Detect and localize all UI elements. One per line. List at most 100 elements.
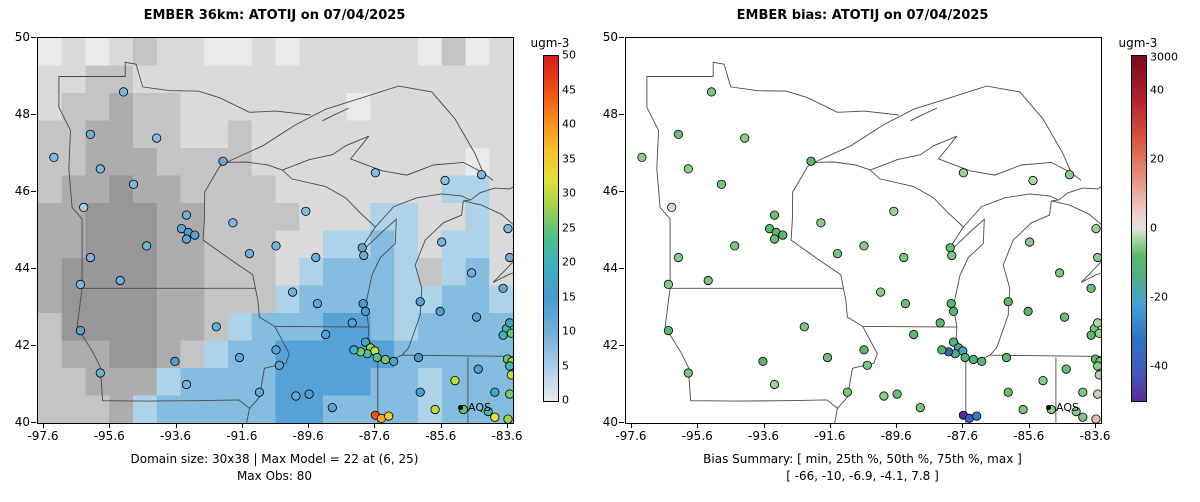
bias-panel-title: EMBER bias: ATOTIJ on 07/04/2025 <box>736 8 989 23</box>
station-dot <box>415 297 425 307</box>
model-raster-layer <box>38 38 513 423</box>
station-dot <box>1061 364 1071 374</box>
y-tick-label: 46 <box>602 184 618 198</box>
colorbar-tick-label: 20 <box>1150 152 1164 165</box>
x-tick-label: -91.6 <box>226 429 258 443</box>
station-dot <box>1023 306 1033 316</box>
station-dot <box>948 306 959 316</box>
y-tick-label: 48 <box>14 107 30 121</box>
y-tick-mark <box>619 422 624 423</box>
y-tick-mark <box>31 114 36 115</box>
y-tick-label: 48 <box>602 107 618 121</box>
bias-stations-layer <box>637 87 1101 423</box>
station-dot <box>75 279 86 289</box>
model-colorbar-title: ugm-3 <box>530 36 570 50</box>
station-dot <box>95 164 105 174</box>
station-dot <box>667 202 677 212</box>
station-dot <box>683 368 693 378</box>
bias-caption-line1: Bias Summary: [ min, 25th %, 50th %, 75t… <box>703 452 1022 466</box>
station-dot <box>471 312 482 322</box>
station-dot <box>909 329 919 340</box>
station-dot <box>935 318 945 328</box>
bias-map <box>637 61 1101 423</box>
station-dot <box>1064 170 1075 180</box>
y-tick-label: 40 <box>14 415 30 429</box>
x-tick-label: -85.6 <box>1013 429 1045 443</box>
station-dot <box>1003 387 1013 397</box>
station-dot <box>380 354 390 365</box>
station-dot <box>716 179 727 189</box>
station-dot <box>1091 224 1101 234</box>
station-dot <box>769 210 780 220</box>
station-dot <box>115 275 125 286</box>
x-tick-label: -95.6 <box>93 429 125 443</box>
station-dot <box>673 129 684 139</box>
y-tick-mark <box>31 37 36 38</box>
y-tick-label: 42 <box>14 338 30 352</box>
aqs-legend: AQS <box>458 401 491 414</box>
x-tick-label: -85.6 <box>425 429 457 443</box>
station-dot <box>1094 328 1101 338</box>
y-tick-label: 44 <box>602 261 618 275</box>
colorbar-tick-label: 25 <box>562 221 576 234</box>
station-dot <box>1093 252 1101 263</box>
aqs-legend-dot-icon <box>1046 405 1051 410</box>
station-dot <box>859 241 869 251</box>
station-dot <box>211 322 221 332</box>
model-plot-area: AQS <box>37 37 514 424</box>
colorbar-tick-label: 15 <box>562 290 576 303</box>
x-tick-label: -87.6 <box>358 429 390 443</box>
model-caption-line2: Max Obs: 80 <box>236 469 313 483</box>
aqs-legend-dot-icon <box>458 405 463 410</box>
station-dot <box>498 283 508 293</box>
station-dot <box>900 298 910 309</box>
station-dot <box>1028 175 1038 186</box>
station-dot <box>832 249 843 259</box>
station-dot <box>389 356 399 366</box>
station-dot <box>304 389 314 399</box>
y-tick-label: 42 <box>602 338 618 352</box>
station-dot <box>879 391 889 401</box>
station-dot <box>312 298 322 309</box>
station-dot <box>490 412 500 422</box>
model-panel: EMBER 36km: ATOTIJ on 07/04/2025 AQS ugm… <box>14 8 576 483</box>
station-dot <box>218 156 228 166</box>
x-tick-label: -97.6 <box>27 429 59 443</box>
station-dot <box>960 352 970 363</box>
colorbar-tick-label: 50 <box>562 48 576 62</box>
bias-plot-area: AQS <box>625 37 1102 424</box>
station-dot <box>234 352 245 363</box>
station-dot <box>1086 330 1096 340</box>
y-tick-mark <box>31 345 36 346</box>
station-dot <box>142 241 152 251</box>
station-dot <box>1078 387 1088 397</box>
station-dot <box>170 356 180 366</box>
model-caption-line1: Domain size: 30x38 | Max Model = 22 at (… <box>130 452 419 466</box>
colorbar-tick-label: -40 <box>1150 359 1168 372</box>
station-dot <box>1093 361 1101 371</box>
x-tick-label: -95.6 <box>681 429 713 443</box>
obs-stations-layer <box>49 87 513 423</box>
station-dot <box>506 328 513 338</box>
station-dot <box>128 179 139 189</box>
station-dot <box>503 224 513 234</box>
station-dot <box>946 298 956 309</box>
station-dot <box>181 379 192 390</box>
station-dot <box>758 356 768 366</box>
station-dot <box>503 414 513 423</box>
y-tick-mark <box>619 37 624 38</box>
station-dot <box>95 368 105 378</box>
colorbar-tick-label: 3000 <box>1150 50 1178 64</box>
colorbar-tick-label: 0 <box>562 393 569 407</box>
station-dot <box>85 252 96 263</box>
colorbar-tick-label: 40 <box>1150 83 1164 96</box>
station-dot <box>673 252 684 263</box>
station-dot <box>945 243 955 253</box>
station-dot <box>816 218 826 228</box>
station-dot <box>359 250 369 261</box>
station-dot <box>663 325 674 336</box>
bias-panel: EMBER bias: ATOTIJ on 07/04/2025 AQS ugm… <box>588 0 1188 502</box>
station-dot <box>683 164 693 174</box>
y-tick-label: 50 <box>14 30 30 44</box>
